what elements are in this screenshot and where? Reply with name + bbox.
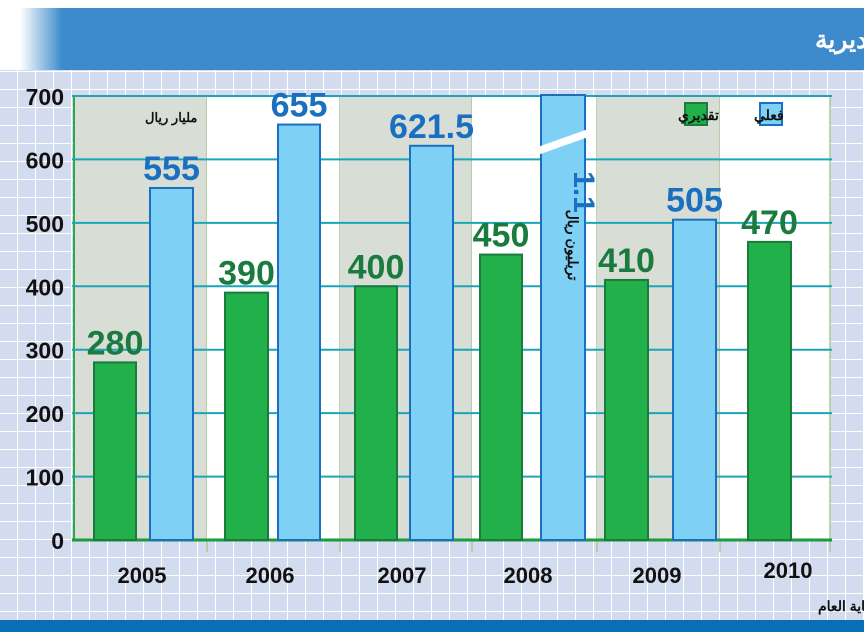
bar-actual [409, 144, 454, 541]
bar-estimated [479, 253, 523, 541]
y-tick-label: 300 [26, 338, 64, 364]
x-tick-label: 2007 [378, 563, 427, 588]
y-tick-label: 200 [26, 401, 64, 427]
value-label-estimated: 390 [218, 255, 275, 293]
bottom-bar [0, 620, 864, 632]
legend: فعلي تقديري [678, 102, 784, 126]
x-tick-label: 2005 [118, 563, 167, 588]
y-tick-label: 500 [26, 211, 64, 237]
value-unit-actual: تريليون ريال [564, 210, 581, 281]
x-tick-label: 2010 [764, 558, 813, 583]
bar-estimated [354, 285, 398, 541]
value-label-actual: 655 [271, 87, 328, 125]
x-tick-label: 2008 [504, 563, 553, 588]
bar-estimated [747, 240, 792, 541]
bar-actual [149, 186, 194, 541]
legend-label-estimated: تقديري [678, 107, 719, 124]
y-tick-label: 700 [26, 84, 64, 110]
title-banner [20, 8, 864, 70]
value-label-estimated: 410 [598, 242, 655, 280]
axis-break-mark [535, 128, 591, 156]
unit-label: مليار ريال [145, 110, 197, 126]
value-label-actual: 505 [666, 182, 723, 220]
bar-estimated [604, 278, 649, 541]
value-label-actual: 621.5 [389, 108, 474, 146]
legend-label-actual: فعلي [754, 107, 784, 124]
value-label-estimated: 400 [348, 248, 405, 286]
legend-swatch-estimated [684, 102, 708, 126]
bar-actual [672, 218, 717, 542]
value-label-actual: 555 [143, 150, 200, 188]
x-tick-label: 2006 [246, 563, 295, 588]
footnote: الإيرادات الفعلية لعام 2010 تعلن نهاية ا… [818, 598, 864, 616]
y-tick-label: 0 [51, 528, 64, 554]
bar-actual [277, 123, 321, 542]
y-tick-label: 400 [26, 274, 64, 300]
x-tick-label: 2009 [633, 563, 682, 588]
bar-actual-broken [540, 94, 586, 541]
legend-swatch-actual [759, 102, 783, 126]
value-label-estimated: 280 [87, 324, 144, 362]
bar-estimated [224, 291, 269, 541]
y-tick-label: 100 [26, 465, 64, 491]
bar-estimated [93, 361, 137, 541]
value-label-estimated: 450 [473, 217, 530, 255]
chart-title: الإيرادات التقديرية والفعلية في الميزاني… [815, 26, 864, 55]
value-label-estimated: 470 [741, 204, 798, 242]
value-label-actual: 1.1 [567, 171, 600, 213]
y-tick-label: 600 [26, 147, 64, 173]
